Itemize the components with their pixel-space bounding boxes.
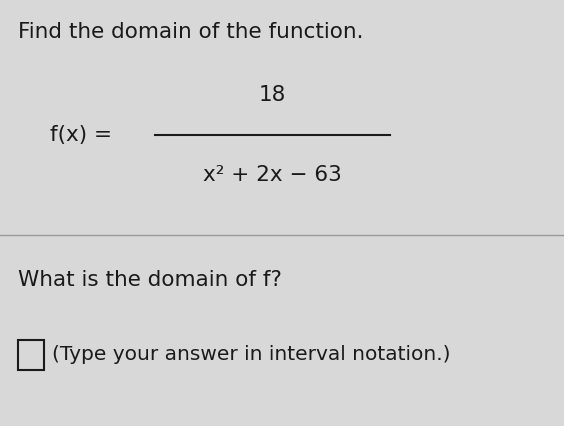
Bar [18,340,44,370]
Text: What is the domain of f?: What is the domain of f? [18,270,282,290]
Text: 18: 18 [258,85,286,105]
Text: (Type your answer in interval notation.): (Type your answer in interval notation.) [52,345,451,365]
Text: f(x) =: f(x) = [50,125,112,145]
Text: Find the domain of the function.: Find the domain of the function. [18,22,364,42]
Text: x² + 2x − 63: x² + 2x − 63 [202,165,341,185]
